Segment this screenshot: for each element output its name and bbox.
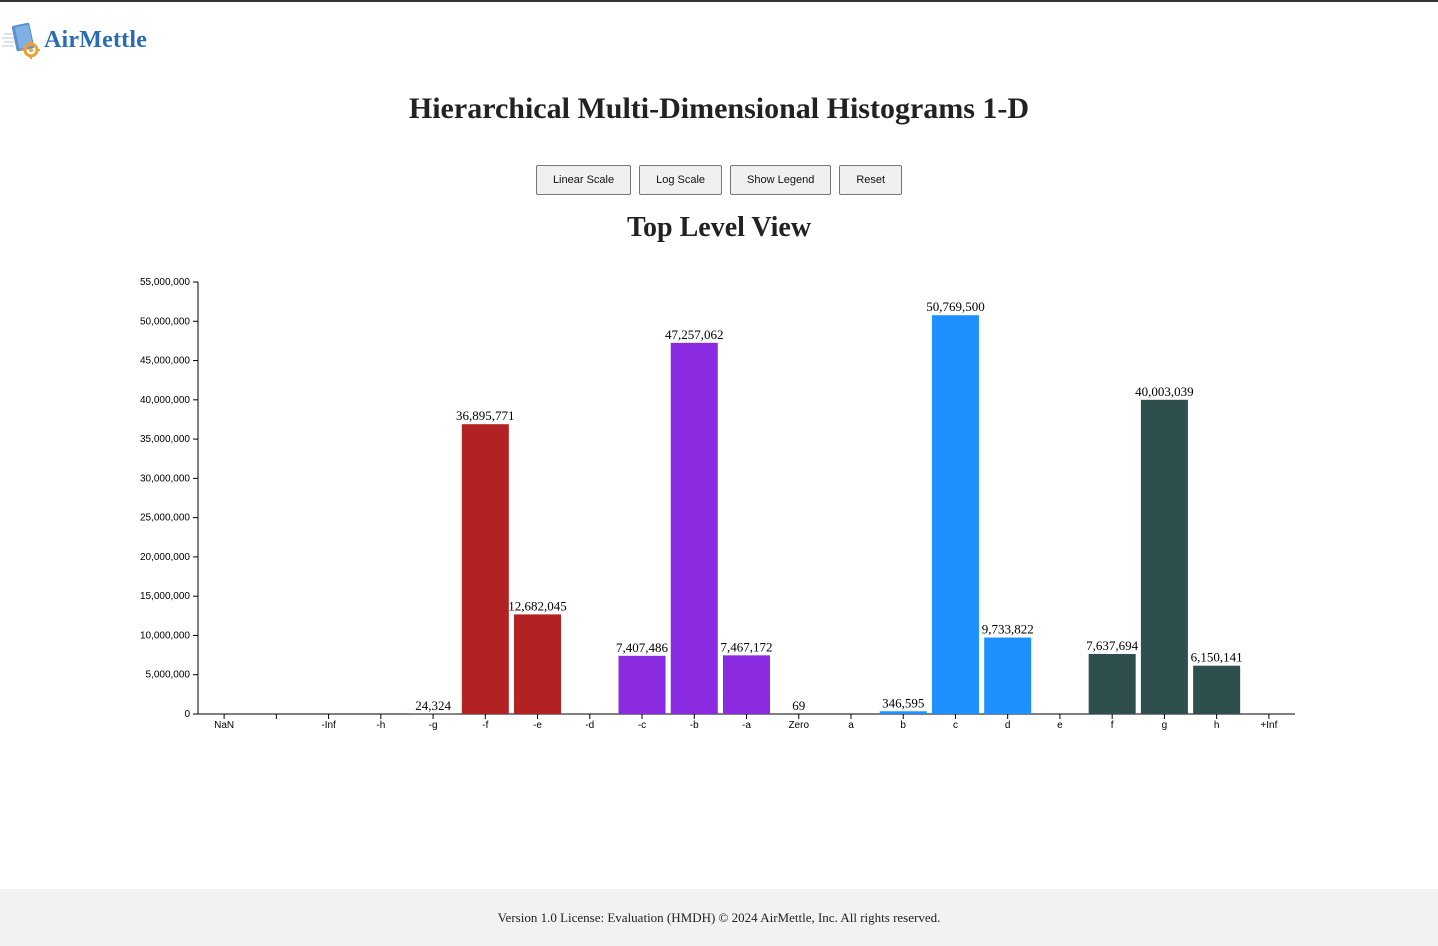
- toolbar: Linear Scale Log Scale Show Legend Reset: [0, 165, 1438, 195]
- bar: [1088, 654, 1136, 714]
- x-tick-label: e: [1057, 720, 1063, 731]
- bar-value-label: 36,895,771: [456, 408, 515, 423]
- y-tick-label: 35,000,000: [140, 434, 190, 445]
- y-tick-label: 25,000,000: [140, 513, 190, 524]
- bar: [1140, 399, 1188, 714]
- x-tick-label: +Inf: [1260, 720, 1277, 731]
- y-tick-label: 15,000,000: [140, 591, 190, 602]
- x-tick-label: NaN: [214, 720, 234, 731]
- bar-value-label: 7,637,694: [1086, 638, 1139, 653]
- x-tick-label: b: [900, 720, 906, 731]
- bar: [931, 315, 979, 714]
- x-tick-label: Zero: [788, 720, 809, 731]
- bar: [461, 424, 509, 714]
- bar-value-label: 12,682,045: [508, 598, 567, 613]
- top-border: [0, 0, 1438, 2]
- x-tick-label: -b: [690, 720, 699, 731]
- x-tick-label: -d: [585, 720, 594, 731]
- bar: [984, 637, 1032, 714]
- page-title: Hierarchical Multi-Dimensional Histogram…: [408, 92, 1030, 125]
- x-tick-label: -h: [376, 720, 385, 731]
- y-tick-label: 10,000,000: [140, 630, 190, 641]
- y-tick-label: 45,000,000: [140, 356, 190, 367]
- x-tick-label: d: [1005, 720, 1011, 731]
- y-tick-label: 55,000,000: [140, 277, 190, 288]
- bar-value-label: 7,407,486: [616, 640, 669, 655]
- histogram-chart: 0 5,000,000 10,000,000 15,000,000 20,000,000…: [140, 277, 1295, 731]
- x-tick-label: h: [1214, 720, 1220, 731]
- bar: [618, 655, 666, 714]
- x-tick-label: -f: [482, 720, 488, 731]
- x-tick-label: c: [953, 720, 958, 731]
- x-tick-label: f: [1111, 720, 1114, 731]
- x-tick-label: -Inf: [321, 720, 336, 731]
- y-tick-label: 0: [184, 709, 190, 720]
- bar-value-label: 346,595: [882, 695, 924, 710]
- x-tick-label: -e: [533, 720, 542, 731]
- y-tick-label: 20,000,000: [140, 552, 190, 563]
- bar-value-label: 47,257,062: [665, 327, 724, 342]
- brand-name: AirMettle: [44, 26, 148, 53]
- view-title: Top Level View: [626, 212, 812, 243]
- footer: Version 1.0 License: Evaluation (HMDH) ©…: [0, 889, 1438, 946]
- bar: [514, 614, 562, 714]
- x-tick-label: -g: [429, 720, 438, 731]
- footer-text: Version 1.0 License: Evaluation (HMDH) ©…: [497, 909, 941, 925]
- y-tick-label: 30,000,000: [140, 473, 190, 484]
- bar-value-label: 69: [792, 698, 805, 713]
- x-tick-label: -a: [742, 720, 751, 731]
- bar-value-label: 7,467,172: [721, 639, 773, 654]
- x-tick-label: -c: [638, 720, 646, 731]
- y-tick-label: 40,000,000: [140, 395, 190, 406]
- linear-scale-button[interactable]: Linear Scale: [535, 165, 632, 195]
- log-scale-button[interactable]: Log Scale: [639, 165, 723, 195]
- bar: [670, 342, 718, 714]
- bar-value-label: 6,150,141: [1191, 650, 1243, 665]
- bar-value-label: 50,769,500: [926, 299, 985, 314]
- x-tick-label: g: [1162, 720, 1168, 731]
- bar-value-label: 9,733,822: [982, 622, 1034, 637]
- bar-value-label: 24,324: [415, 698, 451, 713]
- bar: [879, 711, 927, 714]
- x-tick-label: a: [848, 720, 854, 731]
- show-legend-button[interactable]: Show Legend: [730, 165, 832, 195]
- y-tick-label: 5,000,000: [146, 670, 191, 681]
- bar: [722, 655, 771, 714]
- bar: [1193, 665, 1241, 714]
- reset-button[interactable]: Reset: [839, 165, 903, 195]
- bar-value-label: 40,003,039: [1135, 384, 1194, 399]
- y-tick-label: 50,000,000: [140, 316, 190, 327]
- logo[interactable]: AirMettle: [2, 20, 147, 60]
- database-gear-icon: [2, 22, 40, 59]
